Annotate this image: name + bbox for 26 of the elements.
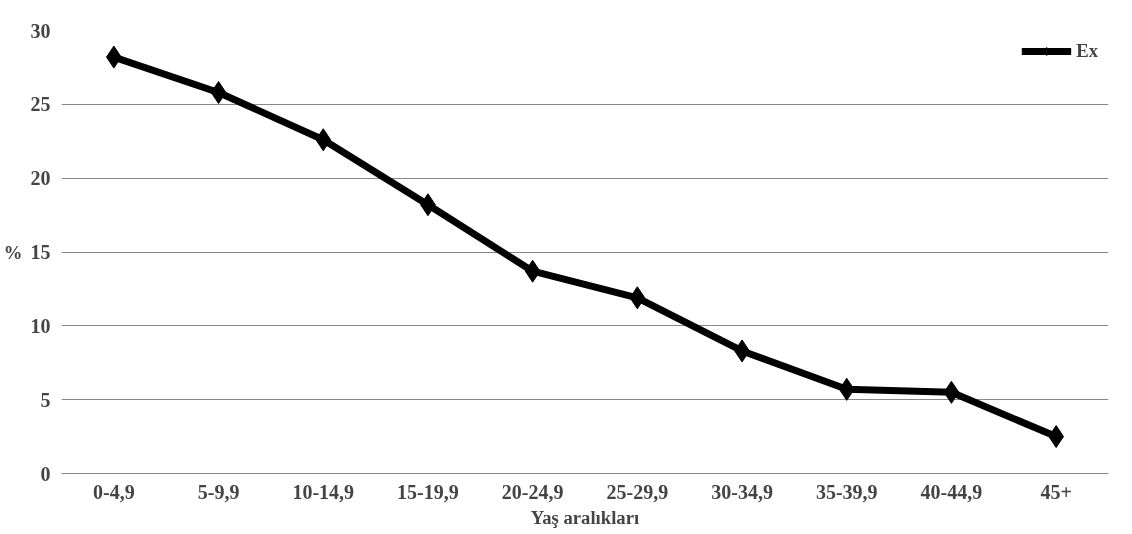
point (210, 81, 227, 105)
y-tick-label: 0 (40, 462, 51, 485)
y-tick-label: 10 (30, 314, 51, 337)
point (524, 259, 541, 283)
y-tick-label: 15 (30, 241, 51, 263)
x-tick-label: 30-34,9 (711, 480, 773, 503)
x-tick-label: 25-29,9 (606, 480, 669, 503)
x-tick-label: 35-39,9 (815, 480, 878, 503)
x-tick-label: 0-4,9 (93, 480, 135, 503)
y-tick-label: 20 (30, 167, 51, 190)
x-tick-label: 15-19,9 (397, 480, 459, 503)
x-tick-label: 20-24,9 (501, 480, 564, 503)
x-axis-title: Yaş aralıkları (530, 506, 640, 528)
point (629, 286, 646, 310)
point (315, 128, 332, 152)
point (838, 377, 855, 401)
y-tick-label: 30 (30, 19, 51, 42)
legend-label: Ex (1076, 40, 1098, 62)
x-tick-label: 10-14,9 (292, 480, 355, 503)
x-tick-label: 40-44,9 (920, 480, 983, 503)
y-axis-title: % (3, 241, 23, 263)
x-tick-label: 5-9,9 (197, 480, 240, 503)
y-tick-label: 25 (30, 93, 51, 116)
y-tick-label: 5 (40, 388, 51, 411)
x-tick-label: 45+ (1040, 480, 1072, 503)
point (943, 380, 960, 404)
